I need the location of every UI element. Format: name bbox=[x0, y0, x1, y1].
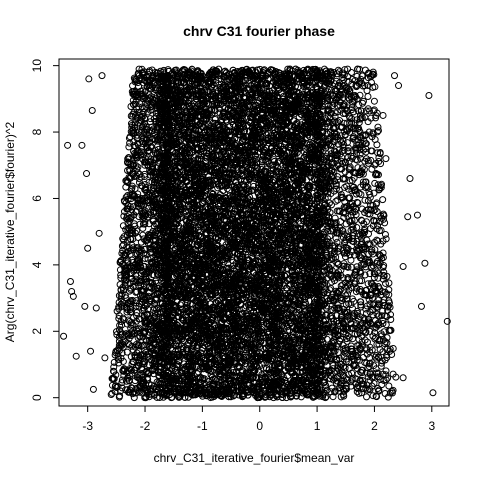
data-point bbox=[250, 293, 258, 301]
chart-title: chrv C31 fourier phase bbox=[183, 23, 335, 39]
data-point bbox=[281, 376, 289, 384]
points-layer bbox=[60, 65, 451, 402]
